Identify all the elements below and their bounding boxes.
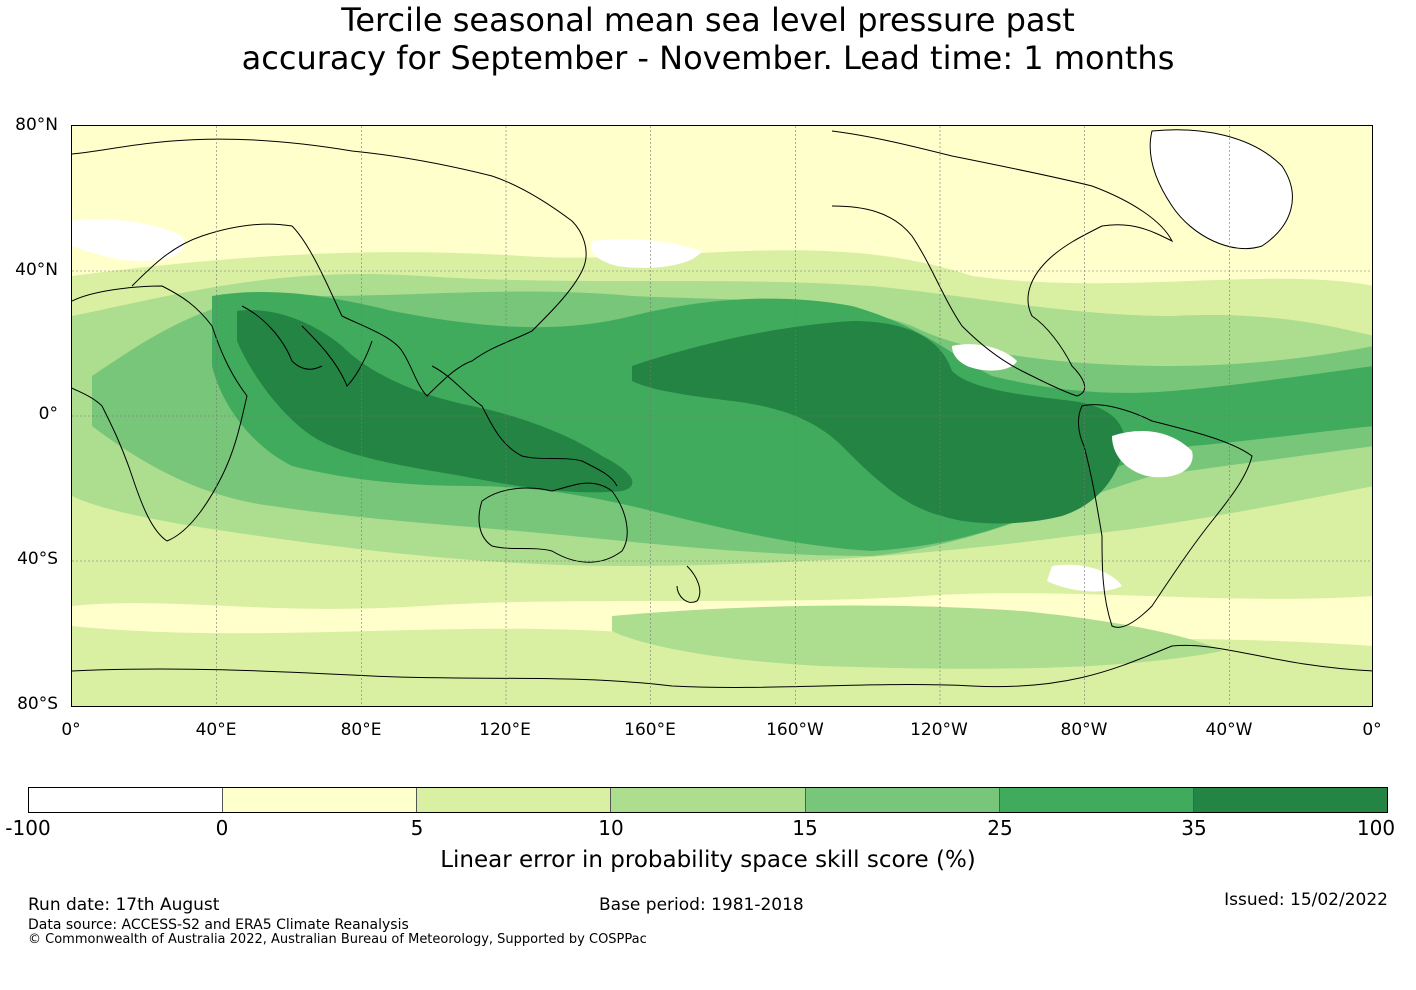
coastlines xyxy=(72,129,1372,688)
lon-label-0-west: 0° xyxy=(61,720,81,740)
colorbar-segment-0 xyxy=(29,788,224,812)
lat-label-80n: 80°N xyxy=(15,115,58,135)
map-canvas xyxy=(72,126,1372,706)
lon-label-160w: 160°W xyxy=(766,720,824,740)
lon-label-80e: 80°E xyxy=(340,720,382,740)
colorbar-segment-5 xyxy=(999,788,1194,812)
colorbar-segment-1 xyxy=(223,788,418,812)
coastline-australia xyxy=(478,482,628,563)
colorbar-segment-6 xyxy=(1193,788,1387,812)
skill-region-highest-pacific xyxy=(632,321,1125,524)
skill-region-high-tropics xyxy=(212,291,1372,551)
colorbar xyxy=(28,787,1388,813)
coastline-greenland xyxy=(1149,129,1293,250)
coastline-south-america xyxy=(1078,404,1253,628)
coastline-antarctica xyxy=(72,644,1372,688)
lon-label-80w: 80°W xyxy=(1060,720,1108,740)
lat-label-40n: 40°N xyxy=(15,260,58,280)
colorbar-segment-4 xyxy=(805,788,1000,812)
colorbar-tick-15: 15 xyxy=(792,816,818,840)
colorbar-tick-0: 0 xyxy=(215,816,229,840)
skill-region-negative-north-america xyxy=(952,344,1017,371)
data-source: Data source: ACCESS-S2 and ERA5 Climate … xyxy=(28,917,409,933)
colorbar-segment-3 xyxy=(611,788,806,812)
lon-label-40e: 40°E xyxy=(195,720,237,740)
coastline-eurasia xyxy=(72,138,587,397)
colorbar-tick-100: 100 xyxy=(1356,816,1396,840)
base-period: Base period: 1981-2018 xyxy=(599,895,804,915)
coastline-se-asia xyxy=(431,365,618,487)
lat-label-40s: 40°S xyxy=(17,549,58,569)
lon-label-120e: 120°E xyxy=(479,720,531,740)
lat-label-0: 0° xyxy=(38,404,58,424)
coastline-africa xyxy=(72,285,248,542)
coastline-north-america xyxy=(831,130,1174,397)
lon-label-160e: 160°E xyxy=(624,720,676,740)
issued-date: Issued: 15/02/2022 xyxy=(1224,890,1388,910)
skill-region-negative-north-pacific xyxy=(590,239,702,268)
lon-label-40w: 40°W xyxy=(1205,720,1253,740)
skill-region-negative-europe xyxy=(72,219,185,261)
lon-label-0-east: 0° xyxy=(1362,720,1382,740)
skill-region-highest-indian-ocean xyxy=(237,310,633,493)
lon-label-120w: 120°W xyxy=(910,720,968,740)
colorbar-tick-5: 5 xyxy=(410,816,424,840)
colorbar-tick-10: 10 xyxy=(598,816,624,840)
skill-score-map xyxy=(71,125,1373,707)
skill-region-negative-south-america xyxy=(1112,431,1193,478)
chart-title-line-1: Tercile seasonal mean sea level pressure… xyxy=(341,1,1075,39)
coastline-india xyxy=(301,325,373,387)
skill-region-negative-greenland xyxy=(1150,129,1293,249)
colorbar-tick-minus-100: -100 xyxy=(5,816,51,840)
copyright: © Commonwealth of Australia 2022, Austra… xyxy=(28,932,647,947)
colorbar-tick-35: 35 xyxy=(1181,816,1207,840)
colorbar-label: Linear error in probability space skill … xyxy=(440,847,976,873)
colorbar-segment-2 xyxy=(417,788,612,812)
coastline-new-zealand xyxy=(676,565,701,603)
lat-label-80s: 80°S xyxy=(17,694,58,714)
colorbar-tick-25: 25 xyxy=(987,816,1013,840)
coastline-arabia xyxy=(241,305,323,370)
run-date: Run date: 17th August xyxy=(28,895,220,915)
skill-region-medium-southern-ocean xyxy=(612,605,1222,669)
chart-title-line-2: accuracy for September - November. Lead … xyxy=(241,39,1175,77)
graticule xyxy=(72,126,1372,706)
